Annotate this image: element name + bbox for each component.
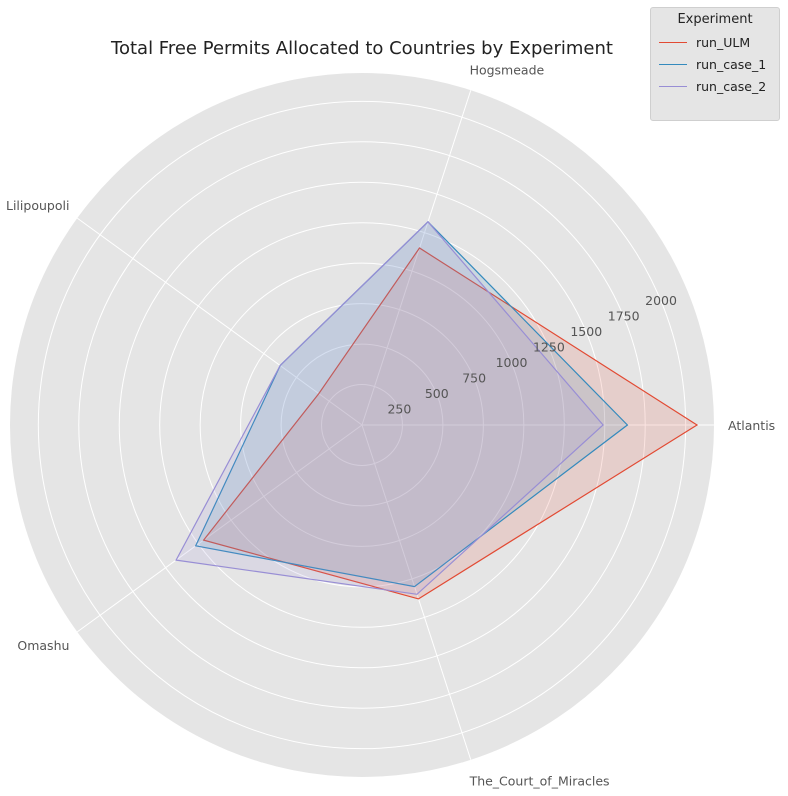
chart-title: Total Free Permits Allocated to Countrie… — [111, 38, 613, 59]
series-fill-run_case_2 — [176, 221, 604, 595]
series-fill-run_case_1 — [195, 221, 628, 587]
radial-tick-label: 1000 — [496, 355, 528, 370]
category-label: Atlantis — [728, 418, 775, 433]
angular-gridline — [361, 424, 472, 760]
radial-tick-label: 250 — [387, 402, 411, 417]
legend-title: Experiment — [677, 12, 753, 27]
series-layer — [175, 220, 699, 600]
radial-tick-label: 1250 — [533, 340, 565, 355]
legend-item-run_case_1: run_case_1 — [659, 53, 771, 75]
category-label: The_Court_of_Miracles — [469, 774, 610, 789]
series-fill-run_ULM — [203, 248, 697, 599]
legend: Experiment run_ULM run_case_1 run_case_2 — [650, 7, 780, 121]
series-line-run_case_1 — [194, 220, 629, 588]
legend-swatch — [659, 41, 687, 43]
legend-swatch — [659, 85, 687, 87]
radial-tick-label: 1750 — [608, 309, 640, 324]
category-label: Hogsmeade — [470, 62, 545, 77]
legend-item-run_case_2: run_case_2 — [659, 75, 771, 97]
radial-tick-label: 2000 — [645, 293, 677, 308]
radial-tick-label: 500 — [425, 386, 449, 401]
angular-gridline — [76, 217, 363, 426]
label-layer: 250 500 750 1000 1250 1500 1750 2000 Atlantis Hog… — [6, 62, 775, 788]
category-label: Omashu — [17, 638, 69, 653]
radial-tick-label: 1500 — [570, 324, 602, 339]
legend-swatch — [659, 63, 687, 65]
legend-label: run_case_2 — [696, 78, 767, 94]
radial-tick-label: 750 — [462, 371, 486, 386]
series-line-run_ULM — [202, 247, 699, 600]
polar-grid — [37, 90, 714, 760]
legend-label: run_ULM — [696, 34, 751, 50]
angular-gridline — [76, 424, 363, 633]
legend-label: run_case_1 — [696, 56, 767, 72]
angular-gridline — [361, 90, 472, 426]
legend-item-run_ULM: run_ULM — [659, 31, 771, 53]
category-label: Lilipoupoli — [6, 198, 69, 213]
series-line-run_case_2 — [175, 220, 604, 595]
